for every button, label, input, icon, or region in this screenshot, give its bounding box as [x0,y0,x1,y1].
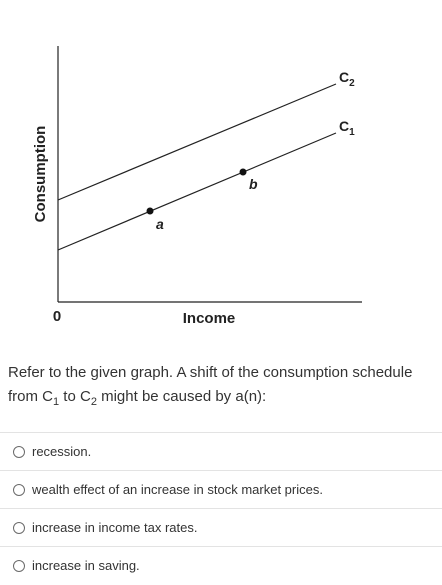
radio-button[interactable] [13,521,25,534]
question-sub-to: 2 [90,396,97,408]
answer-options: recession. wealth effect of an increase … [0,432,442,584]
question-part-2: to C [59,388,91,405]
question-part-3: might be caused by a(n): [96,388,267,405]
question-sub-from: 1 [53,396,60,408]
question-part-1: Refer to the given graph. A shift of the… [8,364,413,405]
consumption-line-c2 [57,83,337,201]
consumption-graph: a b C2 C1 Consumption Income 0 [32,46,362,327]
x-axis-label: Income [183,310,236,327]
radio-button[interactable] [13,445,25,458]
answer-option-label: wealth effect of an increase in stock ma… [32,482,323,497]
answer-option[interactable]: increase in saving. [0,546,442,584]
answer-option[interactable]: recession. [0,432,442,470]
answer-option-label: increase in income tax rates. [32,520,198,535]
question-text: Refer to the given graph. A shift of the… [8,361,440,409]
radio-button[interactable] [13,483,25,496]
point-b-label: b [249,176,258,192]
c1-label: C1 [339,118,355,138]
point-a [146,207,154,215]
answer-option[interactable]: increase in income tax rates. [0,508,442,546]
radio-button[interactable] [13,559,25,572]
answer-option-label: recession. [32,444,92,459]
point-a-label: a [156,216,164,232]
answer-option-label: increase in saving. [32,558,140,573]
c2-label: C2 [339,69,355,89]
answer-option[interactable]: wealth effect of an increase in stock ma… [0,470,442,508]
y-axis-label: Consumption [32,126,49,223]
consumption-line-c1 [57,132,337,251]
origin-label: 0 [53,308,61,325]
point-b [239,168,247,176]
